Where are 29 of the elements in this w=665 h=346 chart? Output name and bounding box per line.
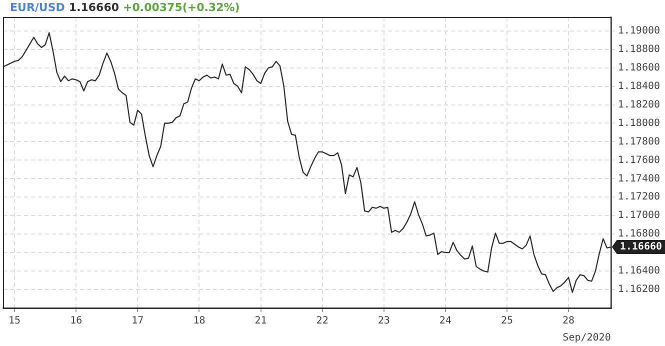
- y-tick-label: 1.17200: [618, 192, 660, 203]
- y-tick-label: 1.18800: [618, 44, 660, 55]
- y-tick-label: 1.17800: [618, 136, 660, 148]
- text: +0.00375(+0.32%): [123, 1, 240, 14]
- x-tick-label: 21: [254, 316, 267, 327]
- x-tick-label: 23: [378, 316, 390, 327]
- text: 1.16660: [68, 1, 120, 14]
- x-tick-label: 25: [500, 316, 514, 327]
- y-tick-label: 1.17000: [618, 210, 660, 222]
- y-tick-label: 1.19000: [618, 25, 660, 36]
- y-tick-label: 1.16800: [618, 228, 660, 240]
- x-tick-label: 17: [132, 316, 144, 327]
- y-tick-label: 1.18400: [618, 80, 660, 92]
- text: 1.16660: [620, 242, 662, 253]
- y-tick-label: 1.18600: [618, 62, 660, 74]
- y-tick-label: 1.17600: [618, 154, 660, 166]
- y-tick-label: 1.18000: [618, 118, 660, 129]
- x-tick-label: 24: [439, 316, 452, 327]
- x-axis-title: Sep/2020: [562, 332, 611, 344]
- x-tick-label: 18: [193, 316, 206, 327]
- y-tick-label: 1.18200: [618, 99, 660, 110]
- y-tick-label: 1.16200: [618, 284, 660, 296]
- y-tick-label: 1.16400: [618, 266, 660, 277]
- x-tick-label: 28: [562, 316, 575, 327]
- x-tick-label: 16: [70, 316, 82, 327]
- x-tick-label: 15: [8, 316, 21, 327]
- x-tick-label: 22: [316, 316, 328, 327]
- y-tick-label: 1.17400: [618, 173, 660, 184]
- chart-title: EUR/USD: [10, 1, 65, 14]
